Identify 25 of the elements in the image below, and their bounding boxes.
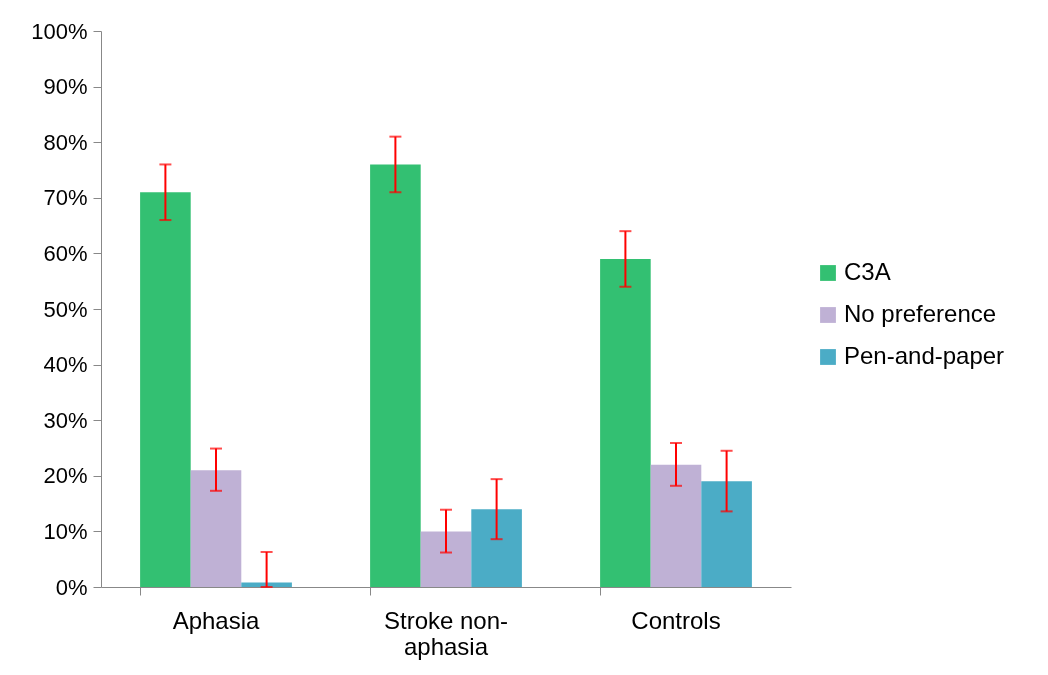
bar (140, 192, 191, 587)
y-tick-label: 40% (43, 352, 88, 378)
y-tick-label: 0% (55, 574, 88, 600)
y-tick-label: 20% (43, 463, 88, 489)
x-tick-label: Controls (631, 606, 721, 634)
y-tick-label: 10% (43, 518, 88, 544)
bar (600, 258, 651, 587)
bar (650, 464, 702, 587)
legend-label: C3A (844, 258, 891, 285)
y-tick-label: 30% (43, 407, 88, 433)
bar (701, 481, 752, 587)
bar (471, 509, 522, 587)
x-tick-label: Stroke non-aphasia (383, 606, 509, 660)
bar (420, 531, 472, 587)
legend-label: Pen-and-paper (844, 342, 1005, 369)
y-tick-label: 60% (43, 240, 88, 266)
y-tick-label: 50% (43, 296, 88, 322)
bar (190, 470, 242, 587)
bar (370, 164, 421, 587)
x-tick-label: Aphasia (172, 606, 261, 634)
y-tick-label: 70% (43, 185, 88, 211)
y-tick-label: 90% (43, 74, 88, 100)
y-tick-label: 100% (31, 18, 88, 44)
y-tick-label: 80% (43, 129, 88, 155)
legend-label: No preference (844, 300, 997, 327)
